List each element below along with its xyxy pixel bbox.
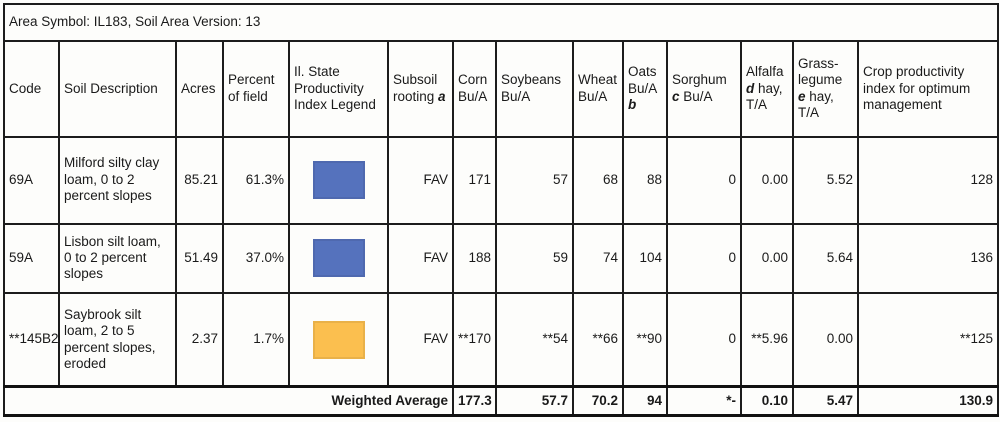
weighted-average-row: Weighted Average 177.3 57.7 70.2 94 *- 0…	[3, 385, 999, 417]
soil-code-cell: 59A	[3, 222, 60, 294]
soil-description-cell: Milford silty clay loam, 0 to 2 percent …	[58, 135, 177, 225]
alfalfa-hay-cell: 0.00	[740, 222, 794, 294]
grass-legume-hay-cell: 0.00	[792, 291, 859, 388]
sorghum-cell: 0	[666, 222, 742, 294]
legend-color-swatch	[312, 161, 365, 200]
legend-cell	[288, 135, 389, 225]
col-header-code: Code	[3, 39, 60, 138]
percent-cell: 37.0%	[222, 222, 290, 294]
col-header-corn: Corn Bu/A	[452, 39, 497, 138]
footnote-d: d	[746, 80, 755, 96]
soil-productivity-table: Area Symbol: IL183, Soil Area Version: 1…	[3, 3, 999, 417]
subsoil-rooting-cell: FAV	[387, 222, 454, 294]
oats-cell: 88	[622, 135, 668, 225]
oats-cell: 104	[622, 222, 668, 294]
acres-cell: 2.37	[175, 291, 224, 388]
wa-grass-legume-hay-cell: 5.47	[792, 385, 859, 417]
wheat-cell: 74	[572, 222, 624, 294]
col-header-sorghum: Sorghum c Bu/A	[666, 39, 742, 138]
footnote-a: a	[438, 88, 446, 104]
legend-color-swatch	[312, 239, 365, 278]
footnote-c: c	[672, 88, 680, 104]
soil-code-cell: **145B2	[3, 291, 60, 388]
sorghum-cell: 0	[666, 135, 742, 225]
wa-corn-cell: 177.3	[452, 385, 497, 417]
legend-cell	[288, 222, 389, 294]
crop-productivity-index-cell: 128	[857, 135, 999, 225]
corn-cell: 171	[452, 135, 497, 225]
crop-productivity-index-cell: 136	[857, 222, 999, 294]
wa-oats-cell: 94	[622, 385, 668, 417]
weighted-average-label: Weighted Average	[3, 385, 454, 417]
soybeans-cell: 57	[495, 135, 574, 225]
grass-legume-hay-cell: 5.64	[792, 222, 859, 294]
corn-cell: 188	[452, 222, 497, 294]
table-row: 69A Milford silty clay loam, 0 to 2 perc…	[3, 135, 999, 225]
wa-sorghum-cell: *-	[666, 385, 742, 417]
col-header-alfalfa-hay: Alfalfa d hay, T/A	[740, 39, 794, 138]
column-header-row: Code Soil Description Acres Percent of f…	[3, 39, 999, 138]
soil-description-cell: Lisbon silt loam, 0 to 2 percent slopes	[58, 222, 177, 294]
acres-cell: 51.49	[175, 222, 224, 294]
wheat-cell: **66	[572, 291, 624, 388]
table-row: **145B2 Saybrook silt loam, 2 to 5 perce…	[3, 291, 999, 388]
percent-cell: 1.7%	[222, 291, 290, 388]
col-header-acres: Acres	[175, 39, 224, 138]
col-header-soybeans: Soybeans Bu/A	[495, 39, 574, 138]
soybeans-cell: 59	[495, 222, 574, 294]
corn-cell: **170	[452, 291, 497, 388]
col-header-grass-legume-hay: Grass-legume e hay, T/A	[792, 39, 859, 138]
footnote-b: b	[628, 96, 637, 112]
subsoil-rooting-cell: FAV	[387, 291, 454, 388]
col-header-subsoil-rooting: Subsoil rooting a	[387, 39, 454, 138]
grass-legume-hay-cell: 5.52	[792, 135, 859, 225]
col-header-soil-description: Soil Description	[58, 39, 177, 138]
percent-cell: 61.3%	[222, 135, 290, 225]
wa-crop-productivity-index-cell: 130.9	[857, 385, 999, 417]
area-symbol-row: Area Symbol: IL183, Soil Area Version: 1…	[3, 3, 999, 42]
wa-alfalfa-hay-cell: 0.10	[740, 385, 794, 417]
legend-cell	[288, 291, 389, 388]
wa-wheat-cell: 70.2	[572, 385, 624, 417]
alfalfa-hay-cell: 0.00	[740, 135, 794, 225]
area-symbol-title: Area Symbol: IL183, Soil Area Version: 1…	[3, 3, 999, 42]
wheat-cell: 68	[572, 135, 624, 225]
footnote-e: e	[798, 88, 806, 104]
col-header-percent-of-field: Percent of field	[222, 39, 290, 138]
oats-cell: **90	[622, 291, 668, 388]
wa-soybeans-cell: 57.7	[495, 385, 574, 417]
crop-productivity-index-cell: **125	[857, 291, 999, 388]
legend-color-swatch	[312, 320, 365, 359]
col-header-oats: Oats Bu/A b	[622, 39, 668, 138]
col-header-wheat: Wheat Bu/A	[572, 39, 624, 138]
subsoil-rooting-cell: FAV	[387, 135, 454, 225]
soil-code-cell: 69A	[3, 135, 60, 225]
alfalfa-hay-cell: **5.96	[740, 291, 794, 388]
table-row: 59A Lisbon silt loam, 0 to 2 percent slo…	[3, 222, 999, 294]
col-header-crop-productivity-index: Crop productivity index for optimum mana…	[857, 39, 999, 138]
soybeans-cell: **54	[495, 291, 574, 388]
col-header-productivity-index-legend: Il. State Productivity Index Legend	[288, 39, 389, 138]
acres-cell: 85.21	[175, 135, 224, 225]
soil-description-cell: Saybrook silt loam, 2 to 5 percent slope…	[58, 291, 177, 388]
sorghum-cell: 0	[666, 291, 742, 388]
